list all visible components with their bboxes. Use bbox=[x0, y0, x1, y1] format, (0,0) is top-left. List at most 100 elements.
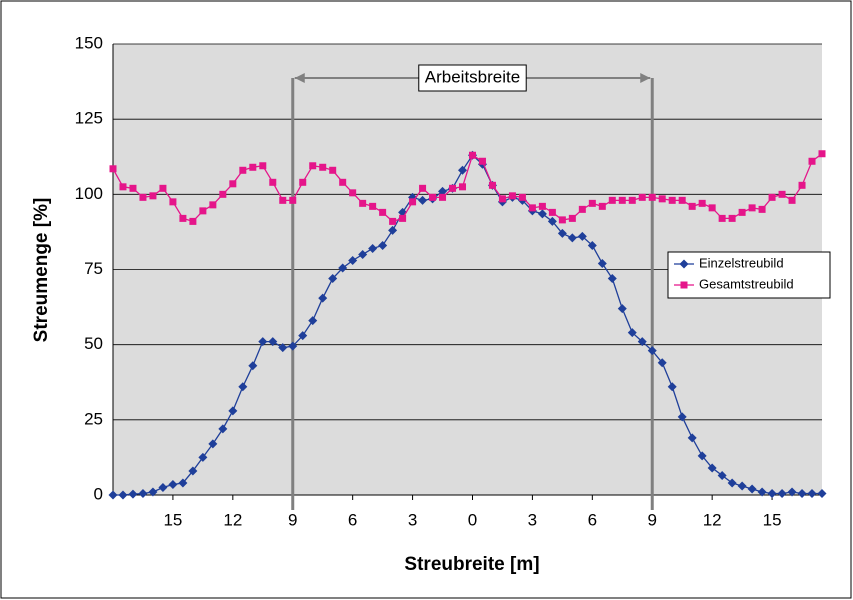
data-point bbox=[438, 186, 448, 196]
data-point bbox=[478, 157, 486, 165]
y-tick-label: 25 bbox=[84, 409, 103, 428]
data-point bbox=[309, 162, 317, 170]
data-point bbox=[338, 263, 348, 273]
data-point bbox=[757, 487, 767, 497]
data-point bbox=[717, 470, 727, 480]
data-point bbox=[488, 181, 496, 189]
data-point bbox=[627, 328, 637, 338]
data-point bbox=[148, 487, 158, 497]
legend-marker bbox=[680, 281, 688, 289]
data-point bbox=[607, 274, 617, 284]
data-point bbox=[139, 193, 147, 201]
data-point bbox=[208, 439, 218, 449]
data-point bbox=[249, 163, 257, 171]
data-point bbox=[109, 165, 117, 173]
data-point bbox=[797, 488, 807, 498]
data-point bbox=[617, 304, 627, 314]
legend-label: Einzelstreubild bbox=[699, 255, 784, 270]
data-point bbox=[578, 205, 586, 213]
data-point bbox=[638, 193, 646, 201]
data-point bbox=[807, 488, 817, 498]
data-point bbox=[588, 199, 596, 207]
data-point bbox=[318, 293, 328, 303]
y-tick-label: 0 bbox=[94, 484, 103, 503]
data-point bbox=[328, 274, 338, 284]
data-point bbox=[698, 199, 706, 207]
data-point bbox=[668, 196, 676, 204]
data-point bbox=[169, 198, 177, 206]
data-point bbox=[547, 216, 557, 226]
data-point bbox=[767, 488, 777, 498]
annotation-box bbox=[418, 64, 527, 92]
legend-box bbox=[667, 251, 831, 299]
data-point bbox=[677, 412, 687, 422]
data-point bbox=[697, 451, 707, 461]
data-point bbox=[269, 178, 277, 186]
data-point bbox=[198, 452, 208, 462]
data-point bbox=[219, 190, 227, 198]
data-point bbox=[528, 204, 536, 212]
data-point bbox=[537, 209, 547, 219]
data-point bbox=[178, 478, 188, 488]
data-point bbox=[159, 184, 167, 192]
data-point bbox=[108, 490, 118, 500]
data-point bbox=[359, 199, 367, 207]
data-point bbox=[288, 341, 298, 351]
data-point bbox=[389, 217, 397, 225]
data-point bbox=[577, 231, 587, 241]
arrow-head bbox=[640, 73, 651, 83]
data-point bbox=[459, 183, 467, 191]
data-point bbox=[419, 184, 427, 192]
data-point bbox=[518, 193, 526, 201]
data-point bbox=[299, 178, 307, 186]
data-point bbox=[508, 192, 516, 200]
data-point bbox=[128, 489, 138, 499]
y-tick-label: 50 bbox=[84, 334, 103, 353]
data-point bbox=[468, 151, 476, 159]
data-point bbox=[587, 240, 597, 250]
data-point bbox=[429, 193, 437, 201]
data-point bbox=[538, 202, 546, 210]
data-point bbox=[558, 216, 566, 224]
data-point bbox=[657, 358, 667, 368]
data-point bbox=[817, 488, 827, 498]
y-tick-label: 125 bbox=[75, 109, 103, 128]
data-point bbox=[778, 190, 786, 198]
data-point bbox=[458, 165, 468, 175]
data-point bbox=[218, 424, 228, 434]
legend-label: Gesamtstreubild bbox=[699, 276, 794, 291]
data-point bbox=[258, 337, 268, 347]
data-point bbox=[418, 195, 428, 205]
data-point bbox=[708, 204, 716, 212]
data-point bbox=[399, 214, 407, 222]
data-point bbox=[368, 243, 378, 253]
data-point bbox=[209, 201, 217, 209]
data-point bbox=[319, 163, 327, 171]
data-point bbox=[678, 196, 686, 204]
data-point bbox=[379, 208, 387, 216]
data-point bbox=[158, 482, 168, 492]
data-point bbox=[149, 192, 157, 200]
data-point bbox=[747, 484, 757, 494]
x-tick-label: 15 bbox=[763, 510, 782, 529]
data-point bbox=[259, 162, 267, 170]
data-point bbox=[278, 343, 288, 353]
data-point bbox=[748, 204, 756, 212]
data-point bbox=[189, 217, 197, 225]
data-point bbox=[648, 193, 656, 201]
data-point bbox=[808, 157, 816, 165]
data-point bbox=[647, 346, 657, 356]
data-point bbox=[787, 487, 797, 497]
x-tick-label: 15 bbox=[163, 510, 182, 529]
data-point bbox=[658, 195, 666, 203]
data-point bbox=[618, 196, 626, 204]
data-point bbox=[777, 488, 787, 498]
data-point bbox=[119, 183, 127, 191]
data-point bbox=[228, 406, 238, 416]
data-point bbox=[768, 193, 776, 201]
data-point bbox=[597, 258, 607, 268]
data-point bbox=[239, 166, 247, 174]
arrow-head bbox=[294, 73, 305, 83]
data-point bbox=[557, 228, 567, 238]
data-point bbox=[548, 208, 556, 216]
